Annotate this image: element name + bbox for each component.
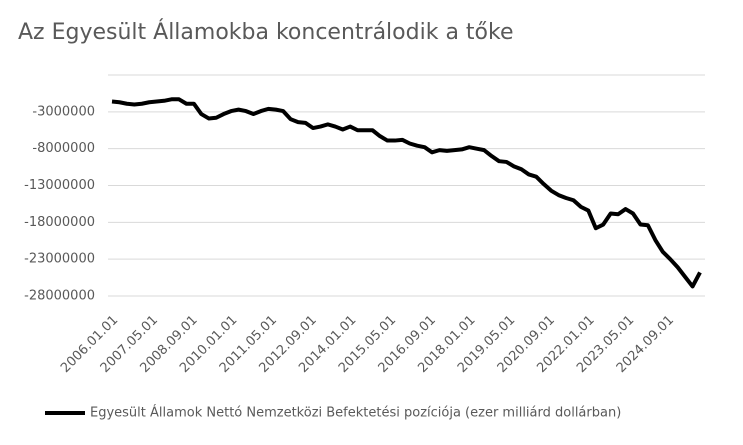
y-tick-label: -13000000: [24, 178, 95, 193]
y-tick-label: -23000000: [24, 252, 95, 267]
y-tick-label: -3000000: [32, 104, 95, 119]
y-tick-label: -28000000: [24, 289, 95, 304]
legend-label: Egyesült Államok Nettó Nemzetközi Befekt…: [90, 405, 621, 421]
y-tick-label: -8000000: [32, 141, 95, 156]
data-line: [111, 97, 702, 289]
y-tick-label: -18000000: [24, 215, 95, 230]
chart-title: Az Egyesült Államokba koncentrálodik a t…: [18, 19, 514, 45]
